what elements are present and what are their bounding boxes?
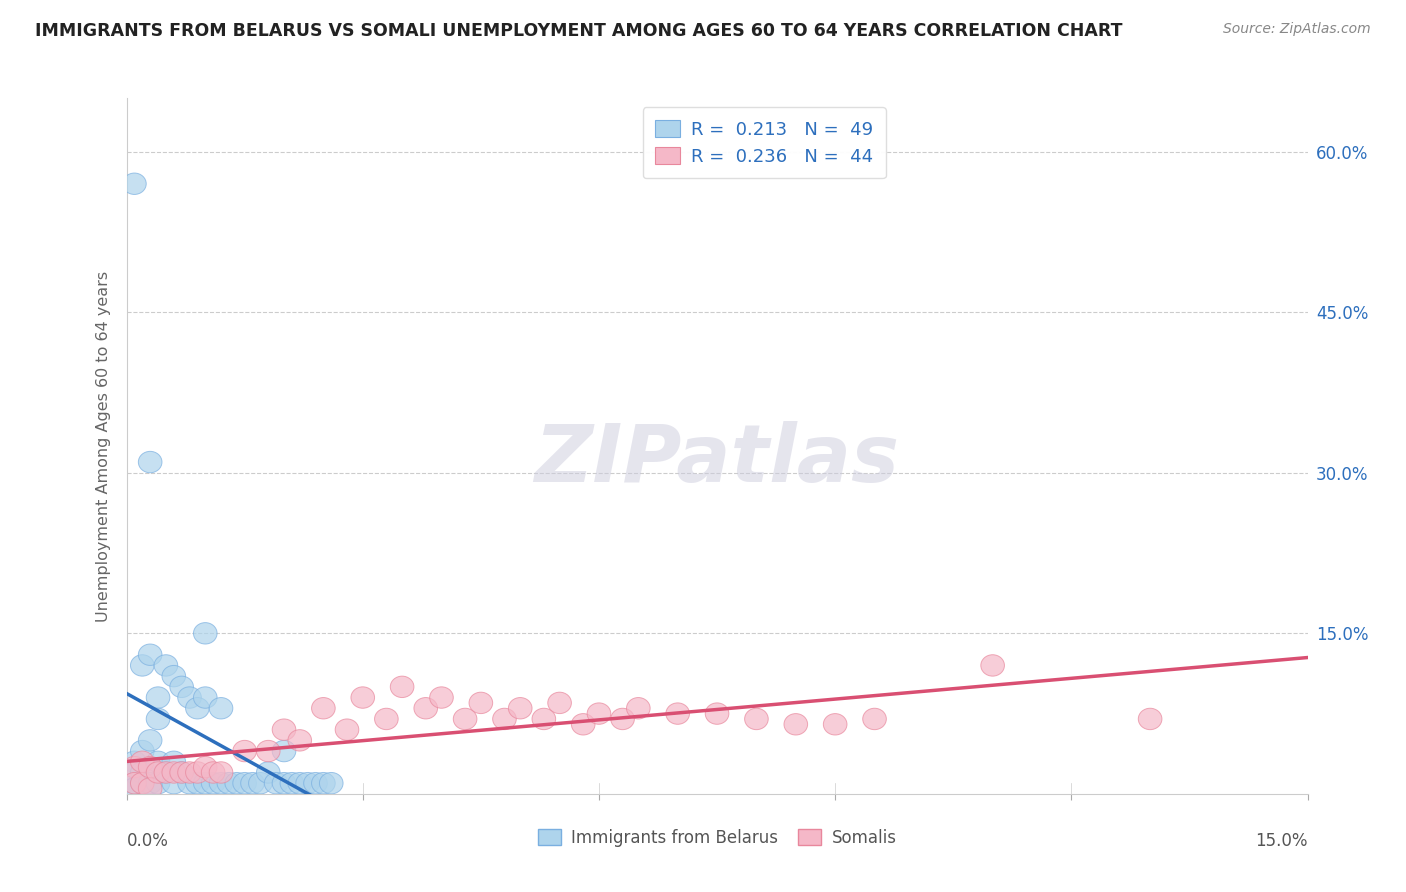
Text: Source: ZipAtlas.com: Source: ZipAtlas.com xyxy=(1223,22,1371,37)
Y-axis label: Unemployment Among Ages 60 to 64 years: Unemployment Among Ages 60 to 64 years xyxy=(96,270,111,622)
Text: 0.0%: 0.0% xyxy=(127,832,169,850)
Text: IMMIGRANTS FROM BELARUS VS SOMALI UNEMPLOYMENT AMONG AGES 60 TO 64 YEARS CORRELA: IMMIGRANTS FROM BELARUS VS SOMALI UNEMPL… xyxy=(35,22,1122,40)
Legend: Immigrants from Belarus, Somalis: Immigrants from Belarus, Somalis xyxy=(530,821,904,855)
Text: 15.0%: 15.0% xyxy=(1256,832,1308,850)
Text: ZIPatlas: ZIPatlas xyxy=(534,421,900,499)
